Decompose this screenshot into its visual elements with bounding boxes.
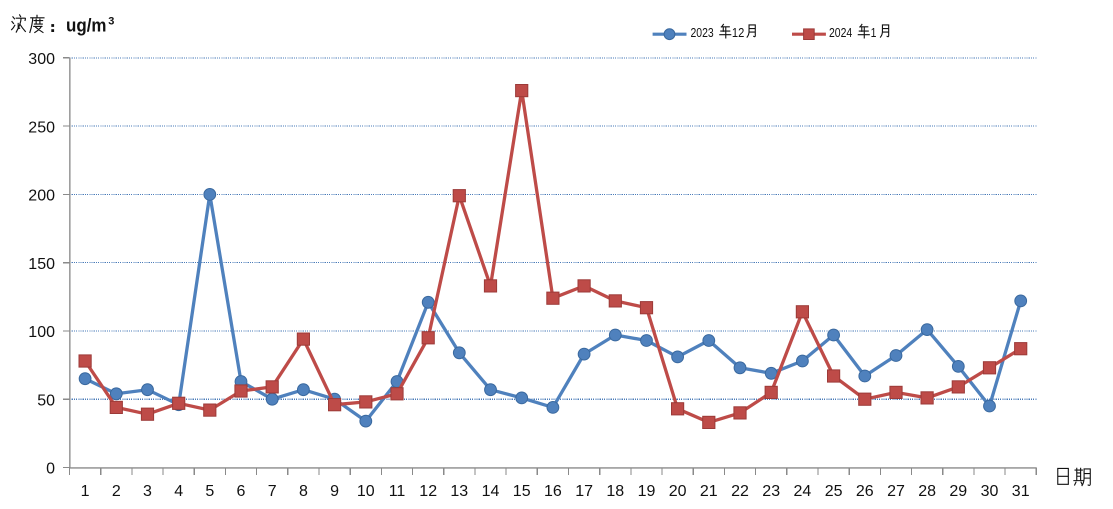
svg-text:25: 25 bbox=[825, 483, 843, 500]
svg-text:3: 3 bbox=[143, 483, 152, 500]
svg-text:8: 8 bbox=[299, 483, 308, 500]
svg-text:30: 30 bbox=[981, 483, 999, 500]
svg-text:2023: 2023 bbox=[691, 25, 714, 40]
svg-text:10: 10 bbox=[357, 483, 375, 500]
svg-text:50: 50 bbox=[37, 392, 55, 409]
svg-text:12: 12 bbox=[732, 25, 744, 40]
svg-text:17: 17 bbox=[575, 483, 593, 500]
svg-text:18: 18 bbox=[606, 483, 624, 500]
svg-text:31: 31 bbox=[1012, 483, 1030, 500]
svg-text:100: 100 bbox=[28, 324, 55, 341]
svg-text:5: 5 bbox=[205, 483, 214, 500]
svg-text:0: 0 bbox=[46, 461, 55, 478]
svg-text:19: 19 bbox=[638, 483, 656, 500]
svg-text:16: 16 bbox=[544, 483, 562, 500]
svg-text:2: 2 bbox=[112, 483, 121, 500]
svg-text:11: 11 bbox=[389, 483, 406, 500]
svg-text:9: 9 bbox=[330, 483, 339, 500]
svg-text:300: 300 bbox=[28, 51, 55, 68]
svg-text:20: 20 bbox=[669, 483, 687, 500]
svg-text:4: 4 bbox=[174, 483, 183, 500]
svg-text:27: 27 bbox=[887, 483, 905, 500]
svg-text:28: 28 bbox=[918, 483, 936, 500]
svg-text:ug/m: ug/m bbox=[66, 15, 107, 36]
svg-text:21: 21 bbox=[700, 483, 718, 500]
svg-text:14: 14 bbox=[482, 483, 500, 500]
svg-text:1: 1 bbox=[81, 483, 90, 500]
svg-text:150: 150 bbox=[28, 256, 55, 273]
svg-text:29: 29 bbox=[949, 483, 967, 500]
svg-text:26: 26 bbox=[856, 483, 874, 500]
svg-text:2024: 2024 bbox=[829, 25, 852, 40]
svg-text:1: 1 bbox=[871, 25, 877, 40]
svg-text:3: 3 bbox=[108, 16, 114, 28]
svg-text:6: 6 bbox=[237, 483, 246, 500]
svg-text:200: 200 bbox=[28, 188, 55, 205]
svg-text:7: 7 bbox=[268, 483, 277, 500]
svg-text:15: 15 bbox=[513, 483, 531, 500]
svg-text:23: 23 bbox=[762, 483, 780, 500]
svg-text:22: 22 bbox=[731, 483, 749, 500]
svg-text:13: 13 bbox=[450, 483, 468, 500]
svg-text:24: 24 bbox=[794, 483, 812, 500]
svg-text:12: 12 bbox=[419, 483, 437, 500]
svg-text:250: 250 bbox=[28, 119, 55, 136]
